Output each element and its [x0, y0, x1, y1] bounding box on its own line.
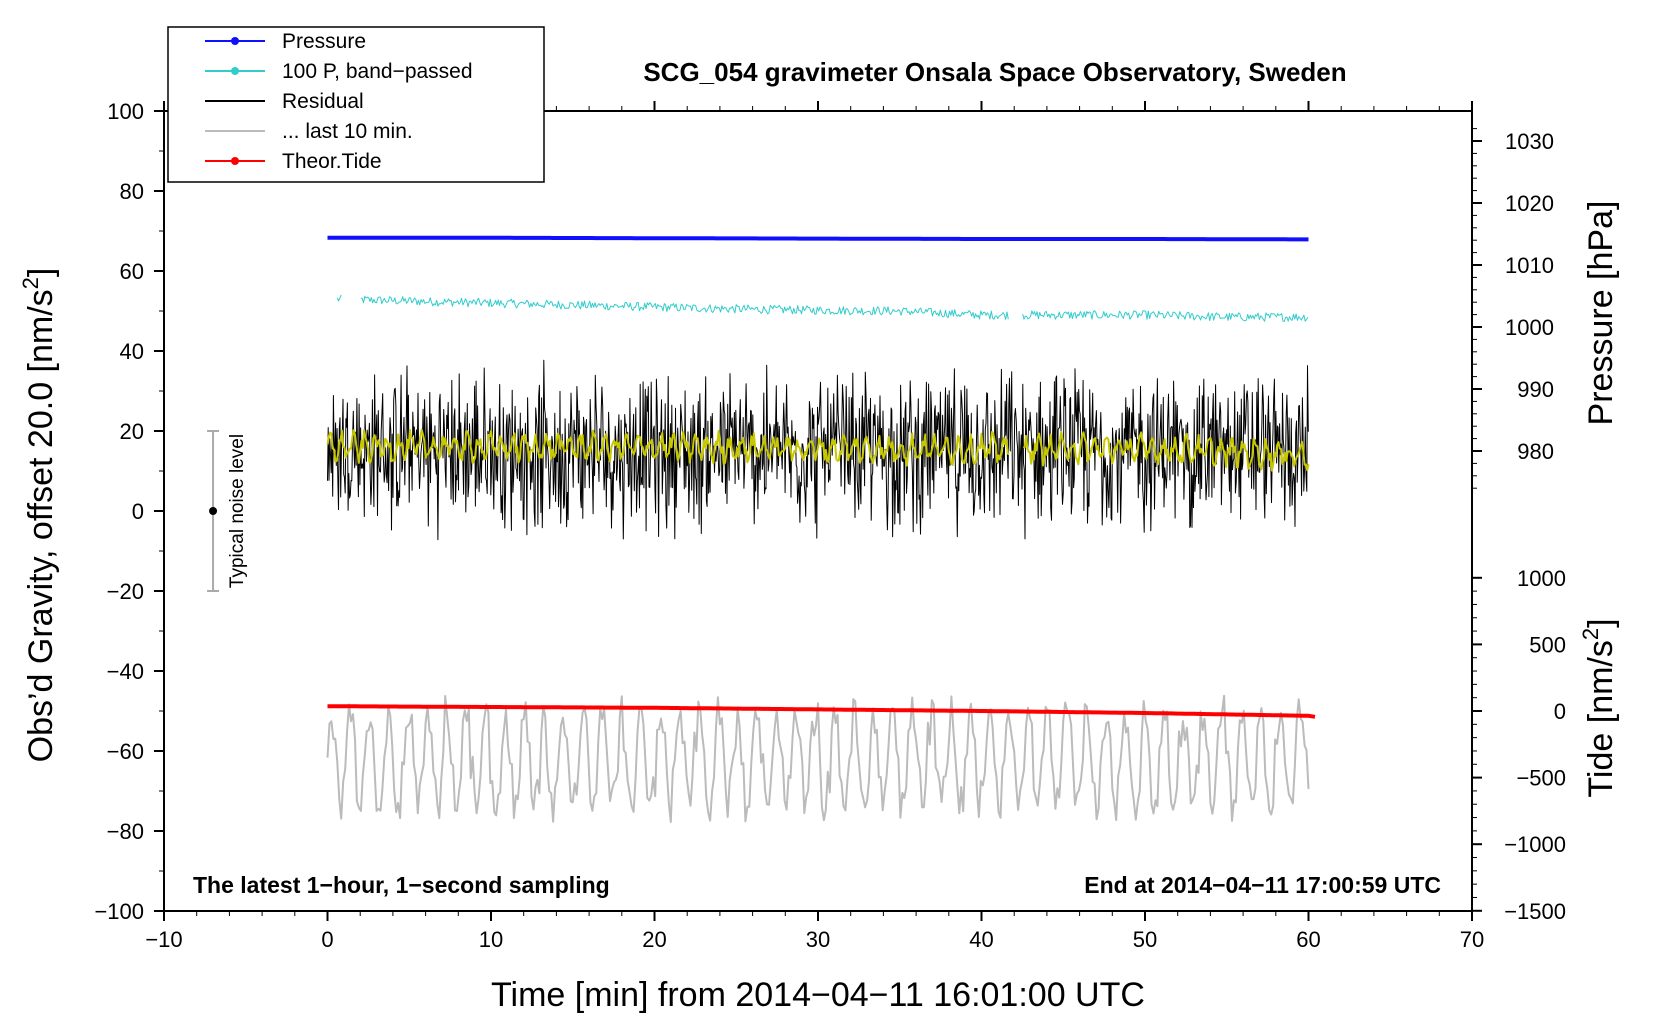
legend-100-p-band-passed-marker: [231, 67, 239, 75]
plot-frame: [163, 110, 1473, 912]
x-tick-label: 10: [479, 927, 503, 952]
legend-residual-label: Residual: [282, 90, 364, 113]
x-tick-label: 50: [1133, 927, 1157, 952]
y-left-axis-label-sup: 2: [18, 277, 43, 289]
tide-axis-label-main: Tide [nm/s: [1582, 640, 1620, 797]
y-left-axis-label-end: ]: [22, 268, 60, 277]
pressure-tick-label: 1030: [1505, 129, 1554, 154]
pressure-tick-label: 1010: [1505, 253, 1554, 278]
legend-pressure-marker: [231, 37, 239, 45]
tide-tick-label: 0: [1554, 699, 1566, 724]
pressure-tick-label: 1000: [1505, 315, 1554, 340]
tide-axis-ticks: 1000 500 0 −500 −1000 −1500: [1472, 566, 1566, 924]
x-tick-label: 20: [642, 927, 666, 952]
noise-bar-dot: [209, 507, 218, 515]
pressure-axis-ticks: 980 990 1000 1010 1020 1030: [1472, 129, 1554, 464]
legend-pressure-label: Pressure: [282, 30, 366, 53]
tide-tick-label: −500: [1516, 766, 1566, 791]
y-left-tick-label: −20: [107, 579, 144, 604]
x-tick-label: 60: [1296, 927, 1320, 952]
y-left-tick-label: 20: [120, 419, 144, 444]
series-line-residual-smoothed-: [1022, 430, 1310, 472]
legend-last-10-min-label: ... last 10 min.: [282, 120, 413, 143]
legend: Pressure 100 P, band−passed Residual ... la…: [167, 26, 545, 183]
annotation-end-time: End at 2014−04−11 17:00:59 UTC: [1084, 872, 1441, 898]
y-left-tick-label: 0: [132, 499, 144, 524]
y-left-tick-label: 40: [120, 339, 144, 364]
tide-axis-label-sup: 2: [1578, 628, 1603, 640]
y-left-tick-label: −60: [107, 739, 144, 764]
y-left-axis-ticks: −100 −80 −60 −40 −20 0 20 40 60 80 100: [94, 99, 164, 924]
legend-box: [167, 26, 545, 183]
chart-title: SCG_054 gravimeter Onsala Space Observat…: [643, 57, 1346, 87]
legend-theor-tide-label: Theor.Tide: [282, 150, 382, 173]
tide-axis-label-end: ]: [1582, 618, 1620, 627]
tide-tick-label: −1000: [1504, 832, 1566, 857]
series-line-residual: [327, 359, 1309, 541]
y-left-tick-label: 80: [120, 179, 144, 204]
series-line-100-p-band-passed: [360, 296, 1009, 320]
x-tick-label: −10: [145, 927, 182, 952]
x-axis-label: Time [min] from 2014−04−11 16:01:00 UTC: [491, 976, 1145, 1014]
pressure-axis-label: Pressure [hPa]: [1582, 201, 1620, 426]
tide-axis-label: Tide [nm/s2]: [1578, 618, 1620, 797]
y-left-tick-label: −100: [94, 899, 144, 924]
series-line-pressure: [327, 235, 1309, 242]
legend-theor-tide-marker: [231, 157, 239, 165]
series-line-residual-smoothed-: [326, 428, 1010, 467]
pressure-tick-label: 1020: [1505, 191, 1554, 216]
x-tick-label: 30: [806, 927, 830, 952]
pressure-tick-label: 980: [1517, 439, 1554, 464]
pressure-tick-label: 990: [1517, 377, 1554, 402]
series-line-100-p-band-passed: [336, 294, 342, 302]
series-line-theor-tide: [327, 704, 1316, 719]
x-tick-label: 70: [1460, 927, 1484, 952]
tide-tick-label: 500: [1529, 632, 1566, 657]
x-tick-label: 40: [969, 927, 993, 952]
y-left-tick-label: 60: [120, 259, 144, 284]
noise-bar: Typical noise level: [207, 430, 248, 592]
y-left-tick-label: −80: [107, 819, 144, 844]
series-line-100-p-band-passed: [1022, 310, 1309, 322]
x-tick-label: 0: [321, 927, 333, 952]
noise-bar-label: Typical noise level: [227, 434, 248, 588]
legend-100-p-band-passed-label: 100 P, band−passed: [282, 60, 473, 83]
x-axis-ticks: −10 0 10 20 30 40 50 60 70: [145, 101, 1484, 952]
minor-ticks: [159, 106, 1477, 916]
annotation-sampling: The latest 1−hour, 1−second sampling: [193, 872, 610, 898]
y-left-axis-label-main: Obs’d Gravity, offset 20.0 [nm/s: [22, 289, 60, 762]
y-left-axis-label: Obs’d Gravity, offset 20.0 [nm/s2]: [18, 268, 60, 763]
tide-tick-label: −1500: [1504, 899, 1566, 924]
series-layer: [326, 235, 1316, 823]
tide-tick-label: 1000: [1517, 566, 1566, 591]
y-left-tick-label: 100: [107, 99, 144, 124]
y-left-tick-label: −40: [107, 659, 144, 684]
